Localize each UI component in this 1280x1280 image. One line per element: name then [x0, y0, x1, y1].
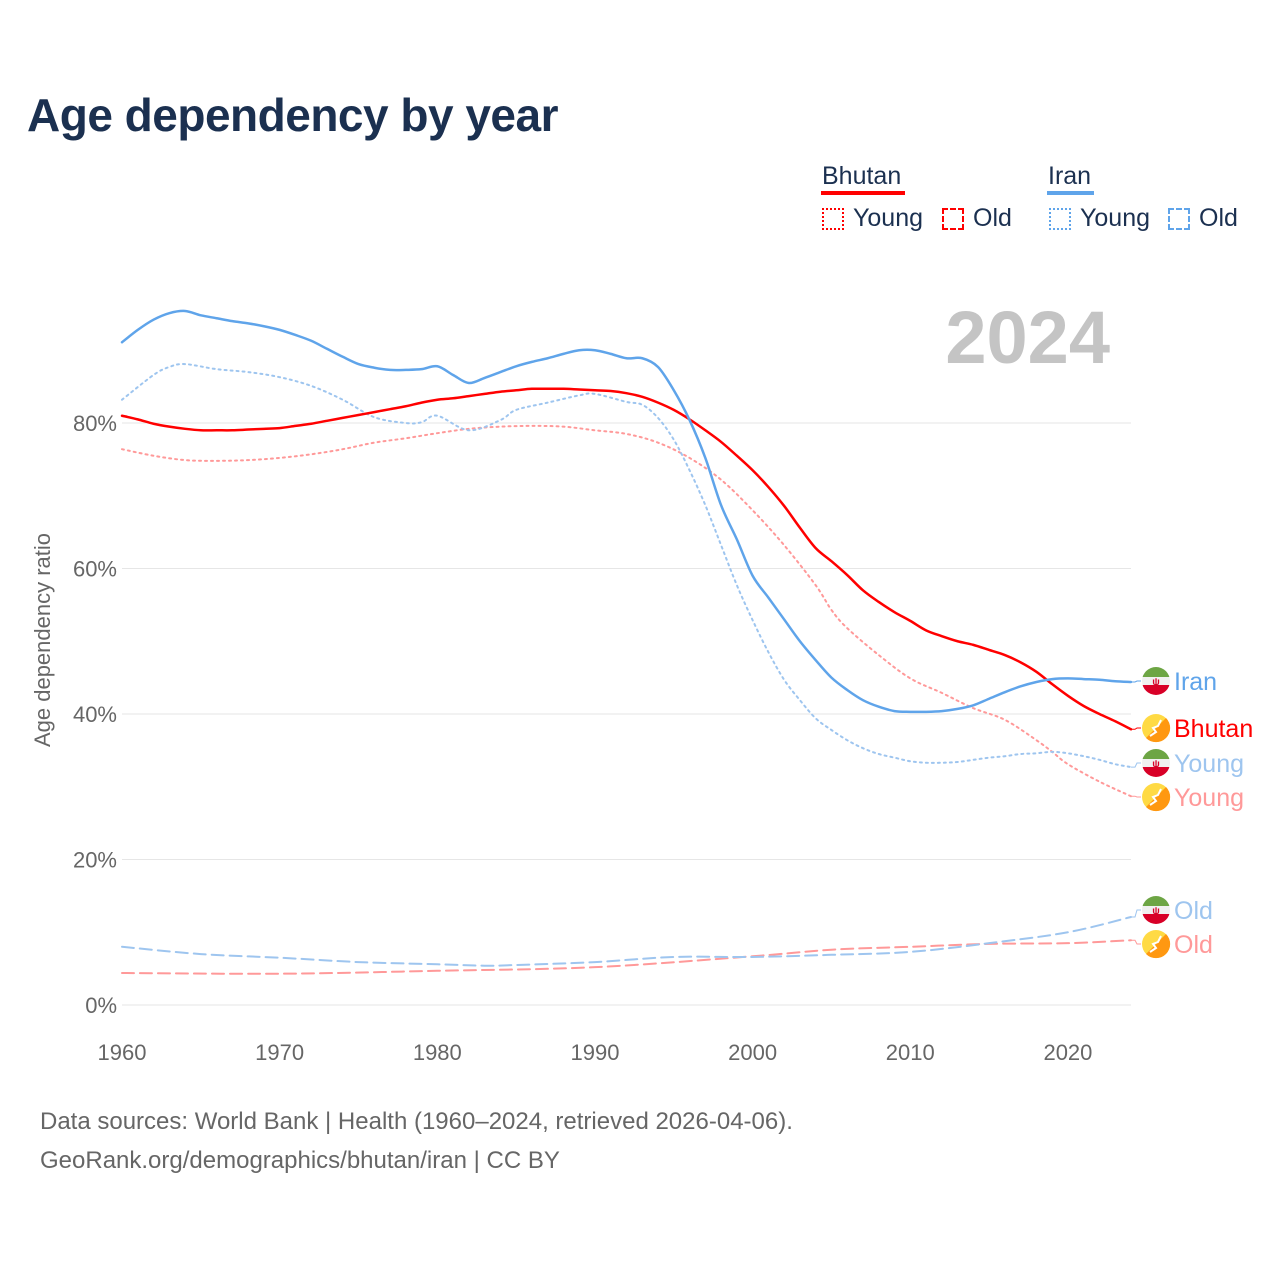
svg-text:ψ: ψ — [1152, 906, 1160, 917]
y-tick-label: 40% — [73, 702, 117, 727]
x-tick-label: 1960 — [98, 1040, 147, 1065]
legend-iran-old[interactable]: Old — [1199, 204, 1238, 232]
legend-iran-young[interactable]: Young — [1080, 204, 1150, 232]
x-tick-label: 1970 — [255, 1040, 304, 1065]
legend-iran-swatch — [1047, 191, 1094, 195]
series-line-bhutan[interactable] — [120, 387, 1133, 731]
series-line-bhutan-young[interactable] — [121, 424, 1132, 798]
x-tick-label: 2020 — [1043, 1040, 1092, 1065]
series-line-iran-old[interactable] — [121, 915, 1132, 967]
bhutan-flag-icon — [1142, 714, 1171, 743]
iran-flag-icon: ψ — [1142, 667, 1170, 695]
x-tick-label: 2010 — [886, 1040, 935, 1065]
label-connector — [1131, 762, 1141, 768]
end-label-iran-old: Old — [1174, 897, 1213, 925]
end-label-iran: Iran — [1174, 668, 1217, 696]
bhutan-flag-icon — [1142, 930, 1171, 959]
bhutan-flag-icon — [1142, 783, 1171, 812]
y-tick-label: 0% — [85, 993, 117, 1018]
x-tick-label: 1980 — [413, 1040, 462, 1065]
x-tick-label: 2000 — [728, 1040, 777, 1065]
series-line-bhutan-old[interactable] — [121, 939, 1132, 975]
label-connector — [1131, 727, 1141, 730]
legend-bhutan-young[interactable]: Young — [853, 204, 923, 232]
y-tick-label: 20% — [73, 848, 117, 873]
label-connector — [1131, 939, 1141, 945]
legend-bhutan-young-swatch — [822, 208, 844, 230]
footer-attribution[interactable]: GeoRank.org/demographics/bhutan/iran | C… — [40, 1147, 560, 1174]
y-tick-label: 60% — [73, 557, 117, 582]
series-line-iran[interactable] — [120, 309, 1133, 714]
legend-iran-old-swatch — [1168, 208, 1190, 230]
iran-flag-icon: ψ — [1142, 896, 1170, 924]
end-label-bhutan: Bhutan — [1174, 715, 1253, 743]
legend-iran[interactable]: Iran — [1048, 162, 1092, 190]
y-tick-label: 80% — [73, 411, 117, 436]
iran-flag-icon: ψ — [1142, 749, 1170, 777]
footer-sources: Data sources: World Bank | Health (1960–… — [40, 1108, 793, 1135]
svg-text:ψ: ψ — [1152, 677, 1160, 688]
end-label-bhutan-old: Old — [1174, 931, 1213, 959]
legend-iran-young-swatch — [1049, 208, 1071, 230]
end-label-bhutan-young: Young — [1174, 784, 1244, 812]
series-line-iran-young[interactable] — [121, 363, 1132, 769]
svg-text:ψ: ψ — [1152, 759, 1160, 770]
legend-bhutan-old[interactable]: Old — [973, 204, 1012, 232]
legend-bhutan-swatch — [821, 191, 905, 195]
x-tick-label: 1990 — [570, 1040, 619, 1065]
end-label-iran-young: Young — [1174, 750, 1244, 778]
label-connector — [1131, 909, 1141, 918]
label-connector — [1131, 795, 1141, 798]
label-connector — [1131, 680, 1141, 683]
chart-title: Age dependency by year — [27, 89, 558, 141]
legend-bhutan[interactable]: Bhutan — [822, 162, 902, 190]
y-axis-title: Age dependency ratio — [30, 533, 55, 747]
legend-bhutan-old-swatch — [942, 208, 964, 230]
year-watermark: 2024 — [945, 296, 1110, 379]
